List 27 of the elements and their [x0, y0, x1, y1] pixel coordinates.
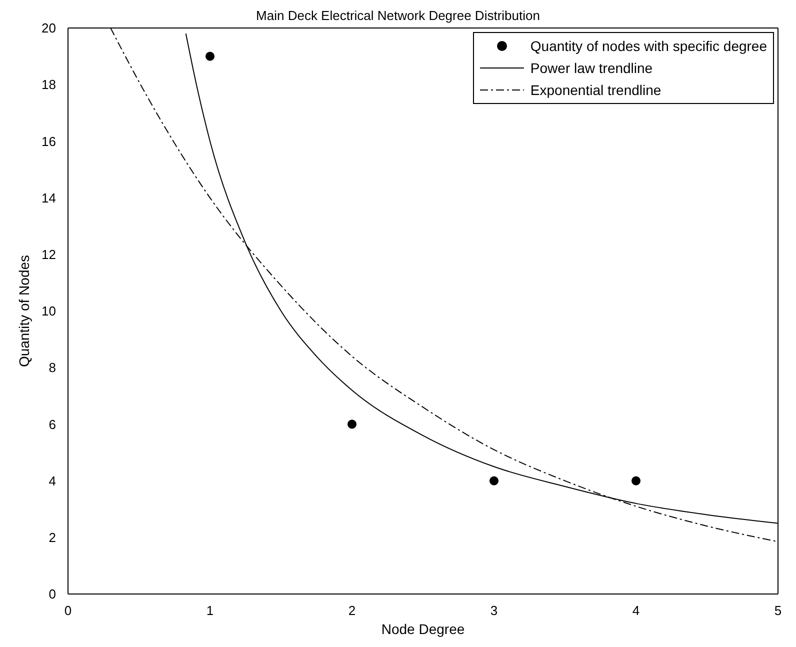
y-axis-title: Quantity of Nodes: [16, 254, 32, 368]
y-tick-label: 0: [48, 586, 56, 602]
y-tick-label: 4: [48, 473, 56, 488]
y-tick-label: 8: [48, 360, 56, 376]
point: [489, 476, 499, 486]
x-axis-title: Node Degree: [381, 621, 465, 637]
legend-label: Quantity of nodes with specific degree: [530, 38, 767, 54]
point: [631, 476, 641, 486]
x-tick-label: 5: [774, 603, 782, 618]
legend-label: Exponential trendline: [530, 82, 662, 98]
legend-label: Power law trendline: [530, 60, 653, 76]
y-tick-label: 6: [48, 416, 56, 432]
x-tick-label: 0: [64, 603, 72, 618]
chart-title: Main Deck Electrical Network Degree Distribution: [255, 8, 541, 23]
x-tick-label: 2: [348, 603, 356, 618]
x-tick-label: 4: [632, 603, 640, 618]
y-tick-label: 18: [42, 77, 56, 92]
x-tick-label: 1: [206, 603, 214, 618]
y-tick-label: 20: [42, 20, 56, 36]
y-tick-label: 14: [42, 190, 56, 206]
y-tick-label: 12: [42, 247, 56, 262]
point: [347, 420, 357, 429]
x-tick-label: 3: [490, 603, 498, 618]
y-tick-label: 2: [48, 530, 56, 546]
y-tick-label: 10: [42, 304, 56, 319]
y-tick-label: 16: [42, 134, 56, 149]
point: [205, 52, 215, 61]
